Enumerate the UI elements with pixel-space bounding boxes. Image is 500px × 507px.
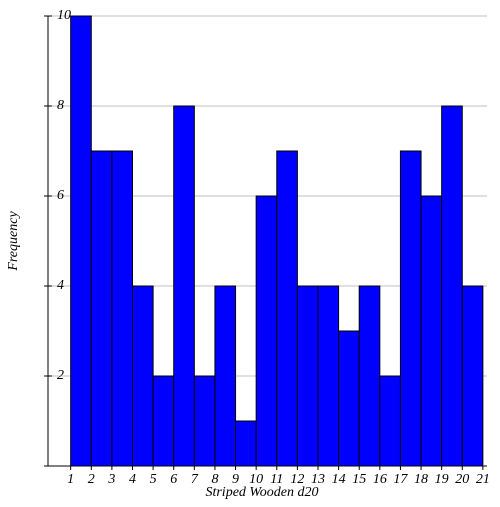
bar	[276, 150, 298, 467]
bar	[235, 420, 257, 467]
x-tick-label: 14	[332, 472, 346, 487]
x-tick-label: 7	[191, 472, 199, 487]
y-tick-label: 4	[57, 278, 64, 293]
x-tick-label: 19	[435, 472, 449, 487]
bar	[214, 285, 237, 467]
x-tick-label: 5	[150, 472, 157, 487]
bar	[441, 105, 463, 467]
bar	[255, 195, 278, 467]
bar	[317, 285, 340, 467]
bar	[90, 150, 113, 467]
bar	[338, 330, 360, 467]
bar	[358, 285, 381, 467]
bar	[461, 285, 484, 467]
x-tick-label: 12	[290, 472, 304, 487]
bar	[193, 375, 216, 467]
x-tick-label: 20	[455, 472, 469, 487]
y-axis-label: Frequency	[6, 211, 21, 272]
x-tick-label: 1	[67, 472, 74, 487]
bar	[379, 375, 401, 467]
x-tick-label: 8	[211, 472, 218, 487]
x-tick-label: 18	[414, 472, 428, 487]
x-tick-label: 3	[107, 472, 115, 487]
x-tick-label: 9	[232, 472, 239, 487]
x-tick-label: 11	[270, 472, 283, 487]
x-tick-label: 16	[373, 472, 387, 487]
y-tick-label: 6	[57, 188, 64, 203]
x-tick-label: 4	[129, 472, 136, 487]
bar	[173, 105, 195, 467]
x-tick-label: 10	[249, 472, 263, 487]
bar	[111, 150, 134, 467]
x-tick-label: 13	[311, 472, 325, 487]
y-tick-label: 10	[57, 8, 71, 23]
x-tick-label: 17	[393, 472, 408, 487]
bar	[399, 150, 422, 467]
bar	[152, 375, 175, 467]
x-tick-label: 2	[88, 472, 95, 487]
bar	[70, 15, 92, 467]
x-tick-label: 6	[170, 472, 177, 487]
bar	[420, 195, 443, 467]
y-tick-label: 2	[57, 368, 64, 383]
bar	[296, 285, 319, 467]
y-tick-label: 8	[57, 98, 64, 113]
x-tick-label: 15	[352, 472, 366, 487]
bar	[132, 285, 154, 467]
x-axis-label: Striped Wooden d20	[205, 485, 318, 500]
x-tick-label: 21	[476, 472, 490, 487]
